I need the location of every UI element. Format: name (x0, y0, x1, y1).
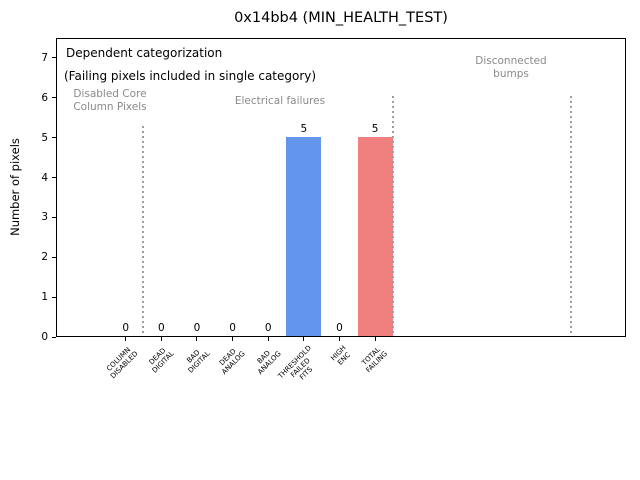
bar-value-label: 5 (300, 122, 308, 135)
y-tick-label: 4 (41, 171, 48, 184)
y-axis-label: Number of pixels (8, 138, 22, 236)
y-tick-label: 1 (41, 291, 48, 304)
x-tick-label: COLUMN DISABLED (105, 345, 141, 381)
bar-value-label: 0 (122, 322, 130, 334)
bar-value-label: 0 (193, 322, 201, 334)
y-tick-mark (52, 336, 56, 338)
y-tick-mark (52, 216, 56, 218)
annotation: Disconnected bumps (475, 55, 547, 81)
bar (357, 136, 393, 336)
y-tick-mark (52, 57, 56, 59)
x-tick-label: DEAD DIGITAL (147, 346, 176, 375)
x-tick-label: BAD ANALOG (255, 349, 283, 377)
chart-title: 0x14bb4 (MIN_HEALTH_TEST) (234, 10, 448, 26)
separator-line (570, 96, 572, 336)
x-tick-label: TOTAL FAILING (360, 345, 390, 375)
bar-value-label: 5 (371, 122, 379, 135)
bar (286, 136, 322, 336)
separator-line (391, 96, 394, 336)
y-tick-mark (52, 296, 56, 298)
y-tick-mark (52, 256, 56, 258)
x-tick-mark (125, 337, 127, 341)
x-tick-mark (160, 337, 162, 341)
separator-line (141, 126, 144, 336)
x-tick-mark (267, 337, 269, 341)
bar-value-label: 0 (157, 322, 165, 334)
annotation: (Failing pixels included in single categ… (64, 69, 317, 83)
y-tick-mark (52, 177, 56, 179)
x-tick-label: HIGH ENC (329, 344, 353, 367)
y-tick-label: 0 (41, 331, 48, 343)
y-tick-label: 2 (41, 251, 48, 264)
y-tick-label: 5 (41, 131, 48, 144)
annotation: Electrical failures (234, 95, 326, 107)
y-tick-label: 3 (41, 211, 48, 224)
x-tick-label: BAD DIGITAL (184, 348, 212, 375)
bar-value-label: 0 (229, 322, 236, 334)
y-tick-label: 6 (41, 91, 48, 104)
bar-value-label: 0 (264, 322, 272, 334)
x-tick-label: THRESHOLD FAILED FITS (276, 344, 314, 382)
x-tick-label: DEAD ANALOG (218, 347, 247, 377)
y-tick-mark (52, 137, 56, 139)
x-tick-mark (374, 337, 376, 341)
x-tick-mark (303, 337, 305, 341)
y-tick-mark (52, 97, 56, 99)
y-tick-label: 7 (41, 51, 48, 64)
x-tick-mark (196, 337, 198, 341)
plot-area (56, 38, 626, 337)
annotation: Disabled Core Column Pixels (73, 88, 147, 114)
annotation: Dependent categorization (66, 46, 223, 60)
bar-value-label: 0 (336, 322, 343, 334)
x-tick-mark (338, 337, 340, 341)
x-tick-mark (232, 337, 234, 341)
